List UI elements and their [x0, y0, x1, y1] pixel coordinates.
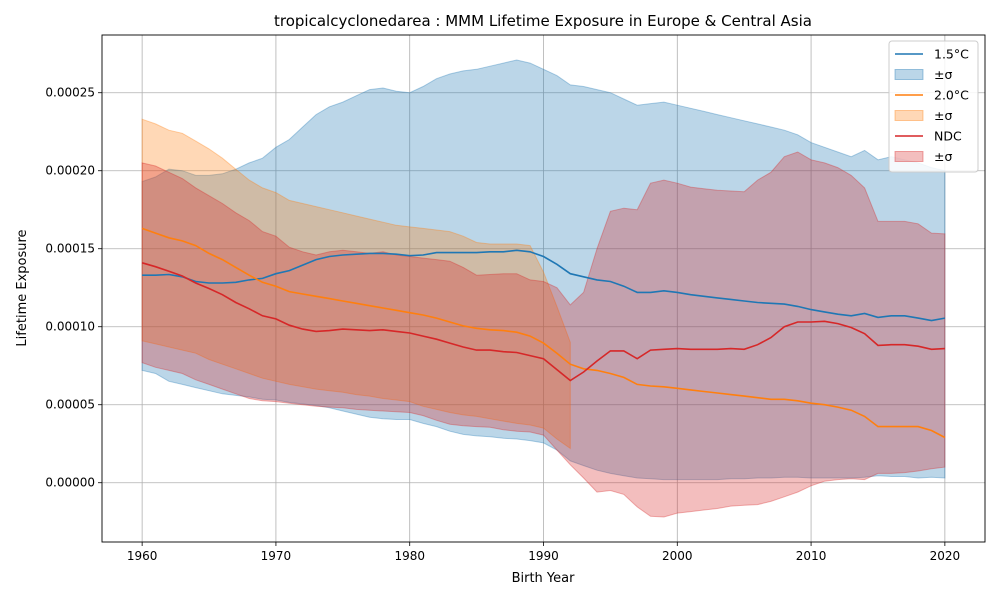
legend-band-label-ndc: ±σ	[934, 149, 952, 164]
x-axis-label: Birth Year	[512, 571, 576, 586]
grid-lines	[102, 35, 985, 542]
legend-band-swatch-ndc	[894, 151, 924, 162]
x-tick-label: 2010	[796, 549, 827, 563]
y-axis-label: Lifetime Exposure	[15, 229, 30, 346]
y-tick-label: 0.00025	[45, 86, 95, 100]
y-tick-label: 0.00020	[45, 164, 95, 178]
x-tick-label: 2020	[930, 549, 961, 563]
line-layer	[141, 227, 946, 439]
legend-label-2-0-c: 2.0°C	[934, 88, 969, 103]
line-2-0-c	[141, 227, 946, 439]
y-tick-label: 0.00010	[45, 320, 95, 334]
y-axis-ticks: 0.00000 0.00005 0.00010 0.00015 0.00020 0.000…	[45, 86, 102, 490]
band-layer	[141, 59, 946, 518]
line-ndc	[141, 262, 945, 382]
band-1-5-c	[141, 59, 946, 481]
y-tick-label: 0.00015	[45, 242, 95, 256]
legend-label-1-5-c: 1.5°C	[934, 47, 969, 62]
x-tick-label: 2000	[662, 549, 693, 563]
x-tick-label: 1970	[261, 549, 292, 563]
x-tick-label: 1990	[528, 549, 559, 563]
legend-band-swatch-1-5-c	[894, 69, 924, 80]
band-ndc	[141, 151, 946, 518]
legend-band-label-2-0-c: ±σ	[934, 108, 952, 123]
y-tick-label: 0.00005	[45, 398, 95, 412]
x-axis-ticks: 1960 1970 1980 1990 2000 2010 2020	[127, 542, 960, 563]
band-2-0-c	[141, 118, 571, 450]
legend-label-ndc: NDC	[934, 129, 962, 144]
legend-box	[888, 40, 979, 173]
y-tick-label: 0.00000	[45, 476, 95, 490]
chart-title: tropicalcyclonedarea : MMM Lifetime Expo…	[274, 12, 812, 30]
line-1-5-c	[142, 249, 946, 322]
legend-band-label-1-5-c: ±σ	[934, 67, 952, 82]
x-tick-label: 1980	[394, 549, 425, 563]
legend: 1.5°C ±σ 2.0°C ±σ NDC ±σ	[888, 40, 979, 173]
x-tick-label: 1960	[127, 549, 158, 563]
legend-band-swatch-2-0-c	[894, 110, 924, 121]
